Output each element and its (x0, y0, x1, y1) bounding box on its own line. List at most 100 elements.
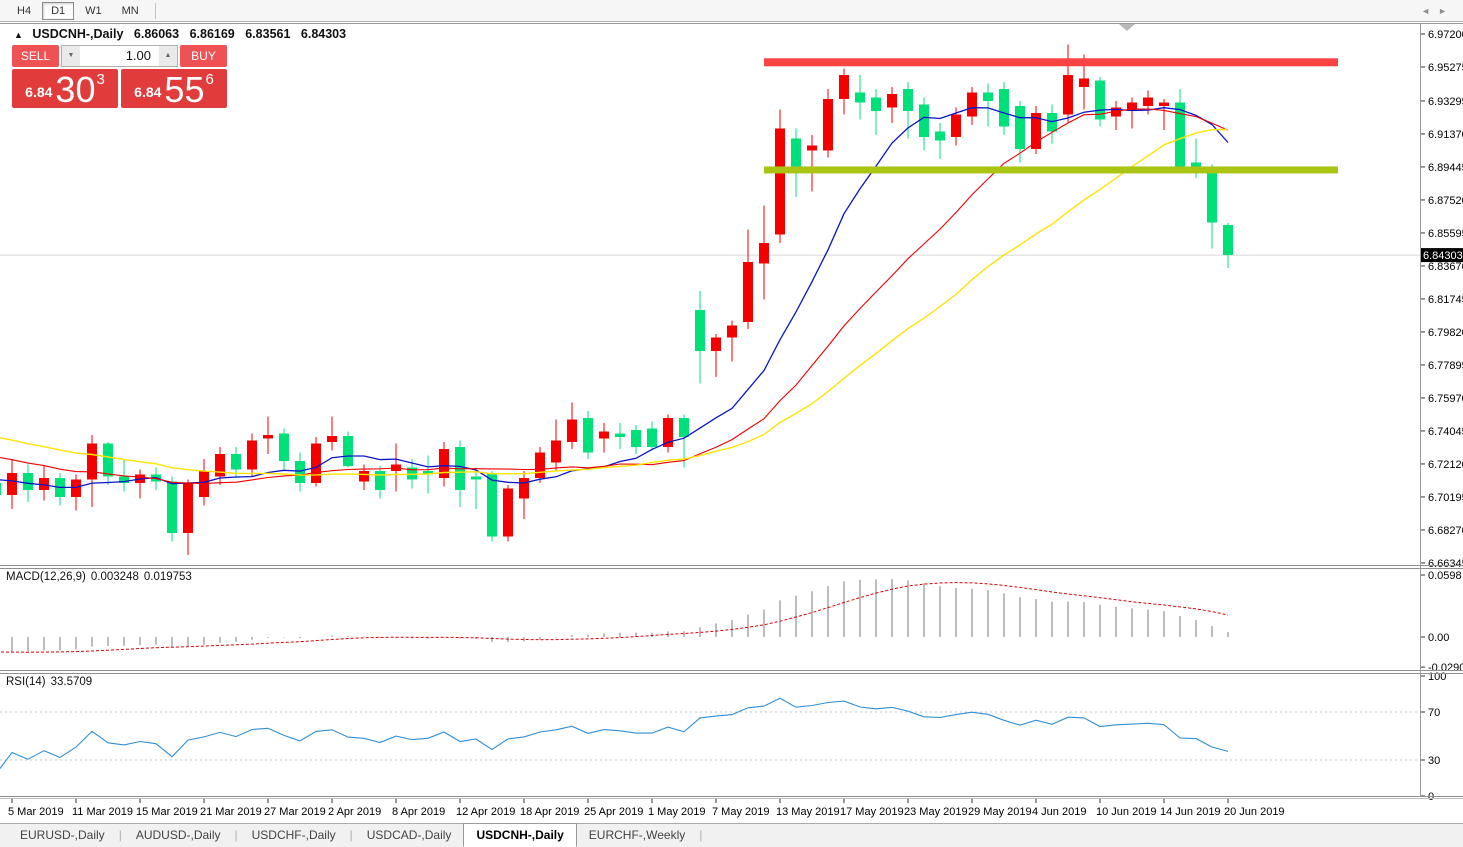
candle-body (983, 92, 993, 101)
timeframe-button-h4[interactable]: H4 (17, 4, 32, 17)
price-tick-label: 6.97200 (1428, 29, 1463, 41)
rsi-value: 33.5709 (50, 676, 93, 688)
buy-button[interactable]: BUY (180, 45, 227, 67)
macd-label: MACD(12,26,9) 0.003248 0.019753 (6, 571, 197, 583)
candle-body (599, 431, 609, 439)
quote-low: 6.83561 (245, 27, 291, 41)
candle-body (535, 452, 545, 478)
candle-body (423, 471, 433, 475)
tab-usdcaddaily[interactable]: USDCAD-,Daily (366, 828, 452, 842)
tab-usdchfdaily[interactable]: USDCHF-,Daily (251, 828, 336, 842)
candle-body (71, 479, 81, 497)
timeframe-buttons: H4 D1 W1 MN (8, 1, 150, 20)
autoscroll-marker-icon[interactable] (1119, 24, 1135, 31)
tab-separator: | (234, 828, 238, 842)
candle-body (0, 483, 1, 496)
candle-body (567, 419, 577, 442)
tab-scroll-arrows: ◄► (1421, 6, 1455, 16)
date-tick-label: 7 May 2019 (712, 806, 769, 818)
candle-body (759, 243, 769, 264)
buy-price-sup: 6 (205, 71, 214, 88)
moving-average-20 (0, 108, 1229, 485)
support-trendline[interactable] (764, 166, 1338, 174)
symbol-tab-bar: EURUSD-,Daily | AUDUSD-,Daily | USDCHF-,Dail… (0, 823, 1463, 847)
candle-body (247, 440, 257, 470)
chart-title-bar: ▲ USDCNH-,Daily 6.86063 6.86169 6.83561 … (14, 27, 346, 41)
volume-decrease-icon[interactable]: ▼ (62, 46, 80, 66)
date-tick-label: 21 Mar 2019 (200, 806, 262, 818)
candle-body (1223, 224, 1233, 256)
tab-eurchfweekly[interactable]: EURCHF-,Weekly (588, 828, 686, 842)
symbol-title: USDCNH-,Daily (32, 27, 124, 41)
resistance-trendline[interactable] (764, 58, 1338, 67)
current-price-badge-text: 6.84303 (1423, 250, 1463, 262)
date-tick-label: 18 Apr 2019 (520, 806, 579, 818)
price-tick-label: 6.72120 (1428, 459, 1463, 471)
candle-body (615, 433, 625, 437)
quote-open: 6.86063 (133, 27, 180, 41)
candle-body (1063, 75, 1073, 115)
volume-input[interactable]: 1.00 (125, 48, 151, 63)
candle-body (119, 476, 129, 484)
sell-button[interactable]: SELL (12, 45, 59, 67)
date-tick-label: 12 Apr 2019 (456, 806, 515, 818)
date-tick-label: 20 Jun 2019 (1224, 806, 1285, 818)
price-tick-label: 6.95275 (1428, 62, 1463, 74)
candle-body (807, 145, 817, 151)
tab-separator: | (699, 828, 703, 842)
candle-body (1111, 107, 1121, 117)
candle-body (551, 440, 561, 463)
moving-average-30 (0, 128, 1229, 476)
collapse-panel-icon[interactable]: ▲ (14, 30, 23, 40)
rsi-plot (0, 697, 1420, 770)
tab-usdcnhdaily[interactable]: USDCNH-,Daily (463, 823, 577, 847)
price-tick-label: 6.75970 (1428, 393, 1463, 405)
tab-eurusddaily[interactable]: EURUSD-,Daily (20, 828, 105, 842)
candle-body (215, 454, 225, 477)
macd-tick-label: 0.00 (1428, 632, 1449, 644)
date-tick-label: 23 May 2019 (904, 806, 968, 818)
candle-body (359, 471, 369, 482)
tab-audusddaily[interactable]: AUDUSD-,Daily (135, 828, 221, 842)
rsi-tick-label: 100 (1428, 671, 1446, 683)
candle-body (39, 478, 49, 490)
candle-body (1159, 102, 1169, 106)
timeframe-button-mn[interactable]: MN (121, 4, 139, 17)
candle-body (743, 262, 753, 322)
date-tick-label: 1 May 2019 (648, 806, 705, 818)
candle-body (519, 478, 529, 499)
date-tick-label: 4 Jun 2019 (1032, 806, 1086, 818)
price-tick-label: 6.89445 (1428, 162, 1463, 174)
candle-body (439, 448, 449, 478)
candle-body (919, 104, 929, 137)
tab-scroll-left-icon[interactable]: ◄ (1421, 6, 1439, 16)
sell-price-tile[interactable]: 6.84 30 3 (12, 69, 118, 108)
timeframe-button-d1[interactable]: D1 (42, 1, 75, 20)
candle-body (471, 476, 481, 480)
volume-stepper: ▼ 1.00 ▲ (61, 45, 178, 67)
candle-body (1079, 78, 1089, 88)
moving-average-10 (0, 107, 1229, 489)
price-tick-label: 6.68270 (1428, 525, 1463, 537)
timeframe-button-w1[interactable]: W1 (85, 4, 102, 17)
one-click-trading-panel: SELL ▼ 1.00 ▲ BUY 6.84 30 3 6.84 55 6 (12, 45, 227, 108)
date-tick-label: 10 Jun 2019 (1096, 806, 1157, 818)
buy-price-big: 55 (164, 69, 205, 110)
main-plot[interactable] (0, 44, 1420, 556)
date-tick-label: 14 Jun 2019 (1160, 806, 1221, 818)
candle-body (343, 436, 353, 466)
date-tick-label: 29 May 2019 (968, 806, 1032, 818)
quote-high: 6.86169 (189, 27, 235, 41)
sell-price-big: 30 (55, 69, 96, 110)
date-tick-label: 2 Apr 2019 (328, 806, 381, 818)
price-tick-label: 6.79820 (1428, 327, 1463, 339)
rsi-tick-label: 30 (1428, 755, 1440, 767)
volume-increase-icon[interactable]: ▲ (159, 46, 177, 66)
tab-scroll-right-icon[interactable]: ► (1438, 6, 1455, 16)
candle-body (663, 418, 673, 448)
candle-body (311, 443, 321, 484)
date-tick-label: 8 Apr 2019 (392, 806, 445, 818)
buy-price-tile[interactable]: 6.84 55 6 (121, 69, 227, 108)
candle-body (999, 88, 1009, 127)
